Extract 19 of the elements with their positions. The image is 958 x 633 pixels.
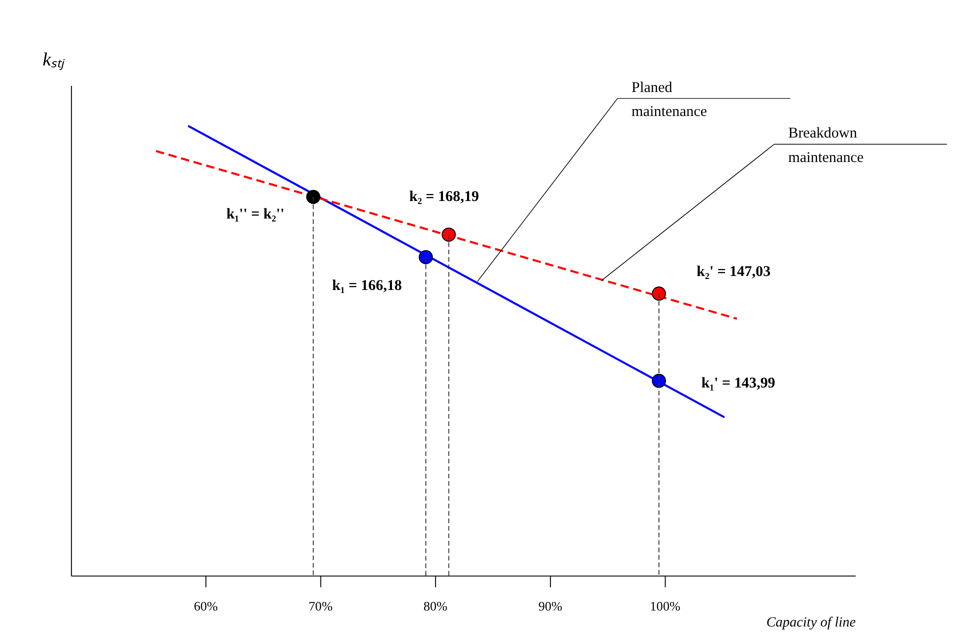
annotation: k₁' = 143,99 [701, 375, 776, 392]
point [418, 250, 433, 264]
annotation: Breakdown maintenance [788, 126, 864, 166]
annotation: k₂' = 147,03 [696, 264, 771, 280]
point [652, 374, 666, 388]
point [652, 286, 666, 301]
annotation: Planed maintenance [632, 80, 708, 120]
annotation: k₁ = 166,18 [332, 278, 402, 294]
x-tick-label: 80% [423, 598, 448, 614]
point [442, 228, 456, 242]
x-tick-label: 70% [308, 598, 333, 614]
annotation: k₁'' = k₂'' [226, 206, 284, 222]
x-tick-label: 90% [538, 598, 562, 614]
y-axis-title: kₛₜⱼ [42, 49, 65, 70]
x-tick-label: 100% [650, 598, 680, 614]
x-tick-label: 60% [194, 598, 218, 614]
point [306, 190, 320, 204]
x-axis-title: Capacity of line [766, 615, 856, 630]
annotation: k₂ = 168,19 [409, 189, 479, 206]
